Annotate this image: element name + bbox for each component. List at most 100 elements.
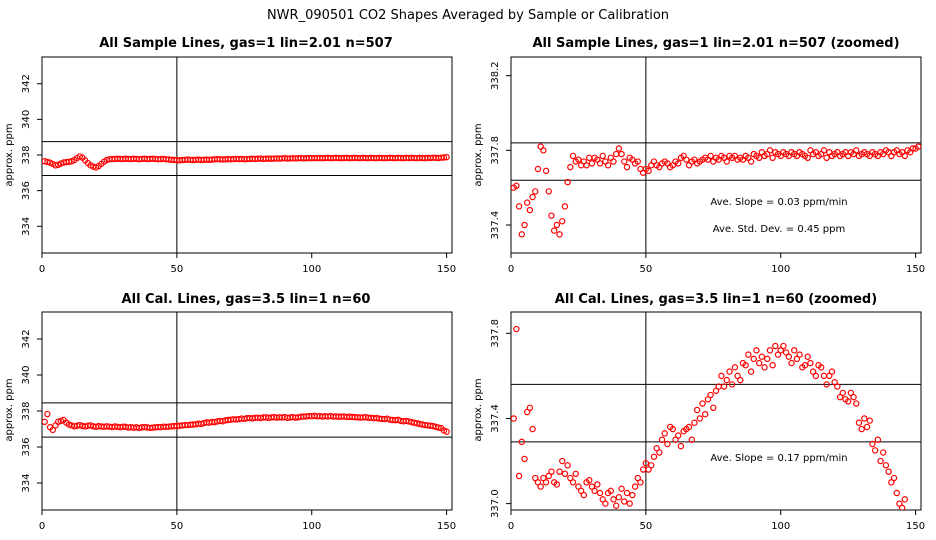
y-axis-label: approx. ppm: [4, 123, 15, 186]
data-point: [591, 487, 598, 495]
data-point: [769, 154, 776, 161]
data-point: [518, 438, 525, 446]
data-point: [615, 494, 623, 501]
data-point: [685, 423, 693, 431]
x-tick-label: 100: [771, 521, 790, 532]
data-point: [559, 457, 566, 465]
panel-cal-zoomed: All Cal. Lines, gas=3.5 lin=1 n=60 (zoom…: [473, 292, 925, 532]
data-point: [791, 347, 798, 354]
data-point: [440, 154, 448, 161]
data-point: [610, 496, 617, 503]
data-point: [529, 425, 536, 433]
data-point: [542, 167, 550, 175]
data-point: [613, 150, 620, 158]
x-tick-label: 100: [771, 264, 790, 275]
data-point: [728, 381, 736, 388]
data-point: [634, 158, 641, 165]
data-point: [661, 430, 668, 437]
data-point: [650, 453, 658, 460]
data-point: [745, 351, 752, 358]
data-point: [561, 203, 569, 210]
y-tick-label: 337.8: [490, 319, 501, 348]
data-point: [807, 359, 814, 367]
y-tick-label: 337.4: [490, 211, 501, 240]
data-point: [621, 498, 628, 505]
data-point: [613, 502, 620, 509]
data-point: [853, 147, 860, 154]
data-point: [901, 152, 909, 160]
data-point: [869, 440, 876, 448]
data-point: [683, 156, 690, 163]
data-point: [631, 483, 639, 490]
y-tick-label: 338: [21, 401, 32, 420]
data-point: [769, 362, 776, 369]
data-point: [618, 150, 625, 158]
data-point: [623, 489, 631, 497]
data-points: [42, 410, 450, 435]
data-point: [737, 376, 744, 384]
data-point: [820, 372, 828, 380]
data-point: [753, 347, 760, 354]
panel-sample-zoomed: All Sample Lines, gas=1 lin=2.01 n=507 (…: [473, 36, 925, 275]
data-point: [877, 457, 884, 465]
data-point: [629, 491, 636, 499]
data-point: [515, 203, 523, 210]
data-point: [764, 355, 771, 363]
data-point: [823, 381, 830, 388]
data-point: [521, 455, 528, 463]
x-tick-label: 150: [437, 521, 456, 532]
data-point: [855, 419, 863, 426]
y-tick-label: 338: [21, 145, 32, 164]
data-point: [853, 400, 860, 407]
data-point: [594, 481, 601, 488]
data-point: [696, 415, 704, 422]
data-point: [523, 199, 531, 206]
data-point: [564, 178, 571, 186]
data-point: [623, 163, 631, 171]
data-point: [726, 368, 733, 375]
data-point: [49, 426, 56, 434]
data-point: [586, 476, 593, 484]
data-point: [839, 389, 846, 397]
data-point: [804, 353, 811, 360]
data-point: [529, 193, 536, 201]
data-point: [602, 500, 609, 507]
data-point: [564, 462, 571, 469]
x-tick-label: 150: [437, 264, 456, 275]
data-point: [796, 351, 803, 358]
data-point: [548, 212, 555, 219]
y-tick-label: 338.2: [490, 61, 501, 90]
data-point: [610, 158, 617, 165]
data-point: [850, 393, 857, 401]
data-point: [844, 398, 852, 405]
data-point: [596, 160, 604, 167]
slope-annotation: Ave. Slope = 0.17 ppm/min: [710, 453, 847, 464]
data-point: [828, 368, 836, 375]
y-tick-label: 334: [21, 473, 32, 492]
plot-frame: [41, 311, 453, 511]
data-point: [550, 227, 558, 234]
panel-title: All Sample Lines, gas=1 lin=2.01 n=507 (…: [532, 36, 899, 51]
data-point: [580, 491, 588, 499]
data-point: [561, 470, 569, 478]
data-point: [583, 162, 590, 169]
data-point: [901, 496, 909, 503]
data-points: [42, 153, 450, 171]
data-point: [44, 158, 51, 166]
panel-title: All Cal. Lines, gas=3.5 lin=1 n=60 (zoom…: [555, 292, 877, 307]
page-title: NWR_090501 CO2 Shapes Averaged by Sample…: [267, 8, 669, 23]
data-point: [909, 145, 917, 152]
data-point: [772, 342, 779, 350]
data-point: [435, 424, 442, 431]
data-point: [556, 468, 563, 475]
data-point: [537, 483, 544, 490]
data-point: [607, 487, 615, 495]
data-point: [513, 325, 520, 333]
data-point: [443, 428, 450, 435]
data-point: [834, 383, 841, 390]
data-point: [545, 188, 552, 195]
data-point: [556, 231, 563, 238]
data-point: [599, 152, 606, 160]
y-tick-label: 337.0: [490, 489, 501, 518]
